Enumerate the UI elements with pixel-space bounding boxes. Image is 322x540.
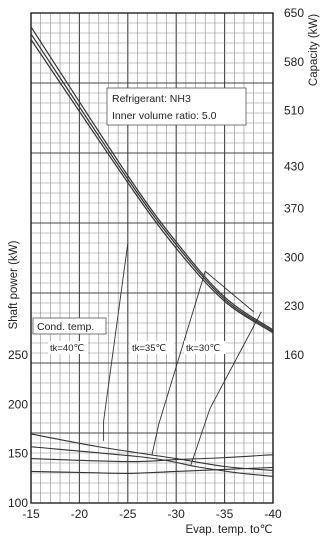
right-axis-title: Capacity (kW) xyxy=(308,14,320,86)
legend-label-40-bg xyxy=(48,341,88,354)
capacity-curve xyxy=(30,33,274,332)
info-box: Refrigerant: NH3 Inner volume ratio: 5.0 xyxy=(106,87,247,126)
legend-title-frame xyxy=(32,317,107,335)
legend-title: Cond. temp. xyxy=(37,321,94,333)
legend-label-30: tk=30℃ xyxy=(186,343,221,354)
chart-series xyxy=(30,26,274,477)
left-tick-label: 150 xyxy=(8,447,28,461)
right-tick-label: 430 xyxy=(284,160,304,174)
shaft-power-curve xyxy=(30,433,274,471)
operating-guide-line xyxy=(190,311,262,466)
operating-guide-line xyxy=(151,270,254,455)
legend-label-35-bg xyxy=(130,341,174,354)
info-box-volume-ratio: Inner volume ratio: 5.0 xyxy=(112,110,217,122)
right-tick-label: 370 xyxy=(284,201,304,215)
left-axis-title: Shaft power (kW) xyxy=(8,240,20,329)
right-tick-label: 510 xyxy=(284,104,304,118)
x-tick-label: -30 xyxy=(168,507,186,521)
x-tick-label: -35 xyxy=(216,507,234,521)
left-tick-label: 200 xyxy=(8,397,28,411)
left-tick-label: 100 xyxy=(8,496,28,510)
shaft-power-curve xyxy=(30,454,274,463)
x-tick-label: -20 xyxy=(71,507,89,521)
operating-guide-line xyxy=(103,243,129,441)
plot-frame xyxy=(30,12,274,504)
x-tick-label: -15 xyxy=(22,507,40,521)
legend-label-40: tk=40℃ xyxy=(50,343,85,354)
right-tick-label: 650 xyxy=(284,6,304,20)
info-box-frame xyxy=(106,87,247,126)
right-tick-label: 580 xyxy=(284,55,304,69)
x-axis-title: Evap. temp. to℃ xyxy=(185,524,272,536)
capacity-curve xyxy=(30,26,274,331)
right-tick-label: 300 xyxy=(284,250,304,264)
capacity-curve xyxy=(30,39,274,334)
right-tick-label: 160 xyxy=(284,348,304,362)
shaft-power-curve xyxy=(30,466,274,474)
legend-label-30-bg xyxy=(184,341,226,354)
x-tick-label: -25 xyxy=(119,507,137,521)
right-tick-label: 230 xyxy=(284,299,304,313)
grid xyxy=(30,12,274,504)
legend: Cond. temp. tk=40℃ tk=35℃ tk=30℃ xyxy=(32,317,226,354)
info-box-refrigerant: Refrigerant: NH3 xyxy=(112,93,191,105)
left-tick-label: 250 xyxy=(8,348,28,362)
shaft-power-curve xyxy=(30,446,274,477)
legend-label-35: tk=35℃ xyxy=(132,343,167,354)
x-tick-label: -40 xyxy=(264,507,282,521)
tick-labels: -15 -20 -25 -30 -35 -40 100 150 200 250 650 580 510 4… xyxy=(8,6,304,521)
